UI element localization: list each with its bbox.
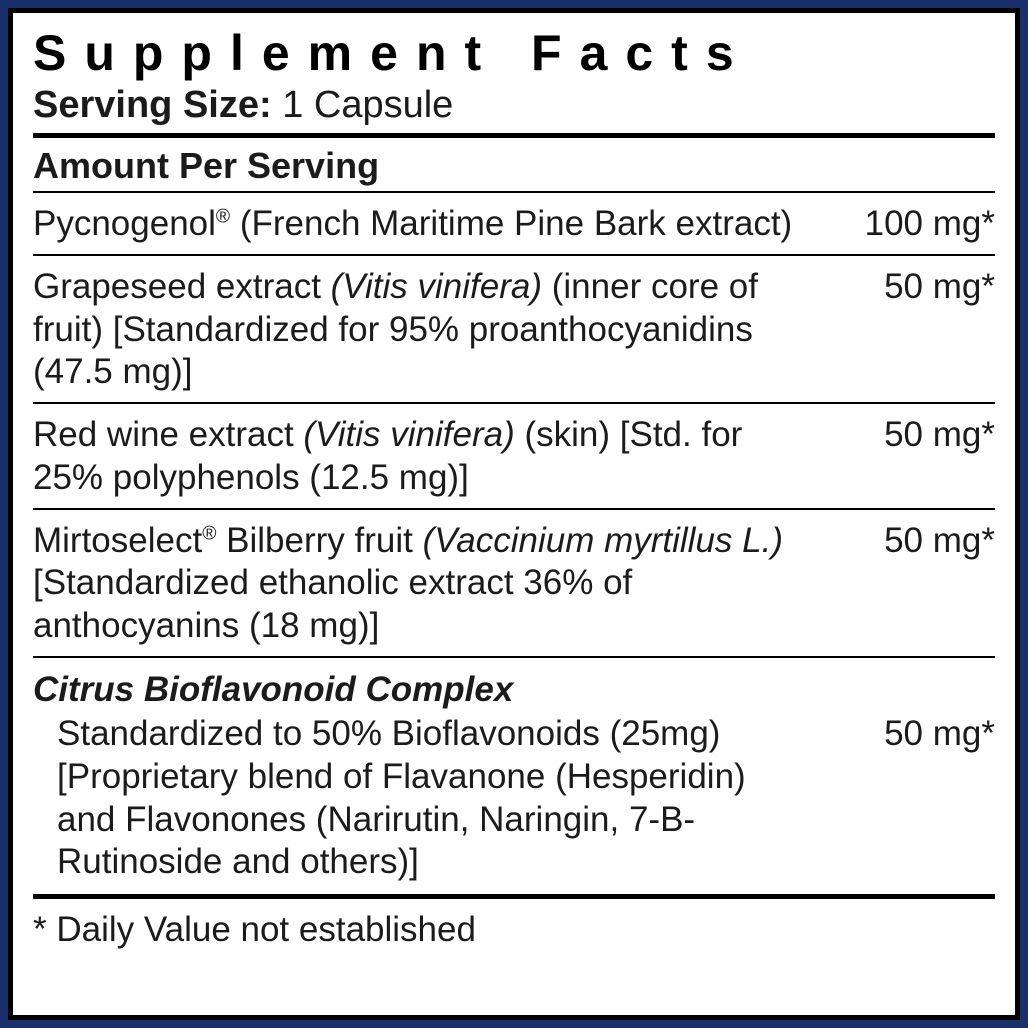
- complex-row: Standardized to 50% Bioflavonoids (25mg)…: [33, 711, 995, 890]
- ingredient-name: Red wine extract (Vitis vinifera) (skin)…: [33, 414, 813, 499]
- amount-per-serving-header: Amount Per Serving: [33, 144, 995, 187]
- ingredient-amount: 50 mg*: [870, 520, 995, 563]
- ingredient-name: Mirtoselect® Bilberry fruit (Vaccinium m…: [33, 520, 813, 648]
- daily-value-footnote: * Daily Value not established: [33, 905, 995, 951]
- divider-thin: [33, 508, 995, 510]
- serving-size-value: 1 Capsule: [282, 84, 453, 126]
- ingredient-row: Mirtoselect® Bilberry fruit (Vaccinium m…: [33, 514, 995, 652]
- supplement-facts-panel: Supplement Facts Serving Size: 1 Capsule…: [8, 8, 1020, 1020]
- complex-amount: 50 mg*: [870, 713, 995, 756]
- divider-thin: [33, 402, 995, 404]
- panel-title: Supplement Facts: [33, 27, 995, 80]
- ingredient-row: Red wine extract (Vitis vinifera) (skin)…: [33, 408, 995, 503]
- ingredient-amount: 100 mg*: [851, 203, 995, 246]
- serving-size-line: Serving Size: 1 Capsule: [33, 84, 995, 128]
- divider-thin: [33, 656, 995, 658]
- divider-heavy-bottom: [33, 894, 995, 899]
- ingredient-row: Pycnogenol® (French Maritime Pine Bark e…: [33, 197, 995, 250]
- complex-description: Standardized to 50% Bioflavonoids (25mg)…: [33, 713, 793, 884]
- ingredient-row: Grapeseed extract (Vitis vinifera) (inne…: [33, 260, 995, 398]
- divider-thin: [33, 254, 995, 256]
- ingredient-amount: 50 mg*: [870, 414, 995, 457]
- serving-size-label: Serving Size:: [33, 84, 272, 126]
- ingredient-amount: 50 mg*: [870, 266, 995, 309]
- ingredient-name: Grapeseed extract (Vitis vinifera) (inne…: [33, 266, 813, 394]
- divider-heavy-top: [33, 133, 995, 138]
- divider-thin: [33, 191, 995, 193]
- complex-title: Citrus Bioflavonoid Complex: [33, 662, 995, 712]
- ingredient-name: Pycnogenol® (French Maritime Pine Bark e…: [33, 203, 792, 246]
